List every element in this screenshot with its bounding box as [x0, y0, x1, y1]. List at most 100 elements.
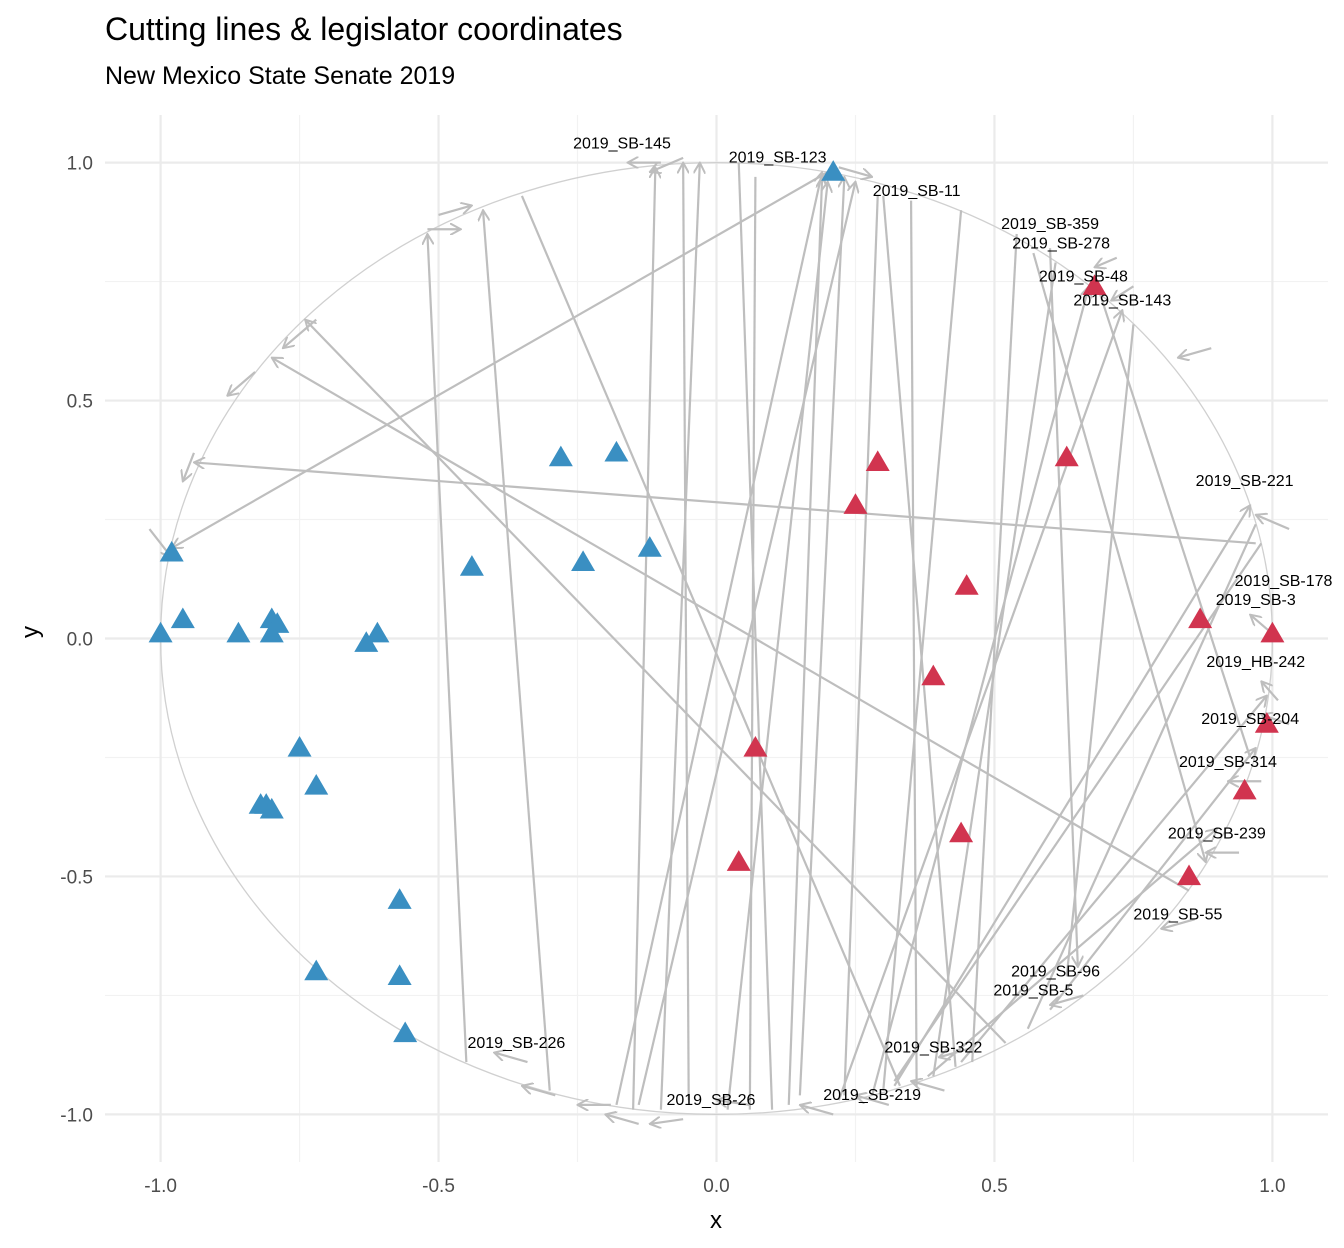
vote-label: 2019_SB-178	[1235, 573, 1333, 590]
legislator-point	[387, 888, 412, 909]
cutting-line	[427, 234, 468, 1063]
cutting-line	[1032, 252, 1205, 862]
legislator-point	[148, 621, 173, 643]
vote-label: 2019_SB-143	[1073, 292, 1171, 309]
cutting-line-arrow	[1256, 515, 1290, 531]
y-tick-label: 0.5	[67, 392, 93, 413]
legislator-point	[821, 160, 846, 181]
vote-label: 2019_SB-322	[884, 1040, 982, 1057]
legislator-point	[304, 959, 329, 981]
cutting-line	[909, 200, 918, 1086]
vote-label: 2019_SB-96	[1011, 963, 1100, 980]
vote-label: 2019_SB-239	[1168, 825, 1266, 842]
cutting-line	[871, 286, 1089, 1096]
cutting-line-arrow	[494, 1053, 528, 1064]
cutting-line	[927, 829, 1217, 1078]
cutting-line	[520, 195, 901, 1087]
cutting-line	[1049, 748, 1256, 1011]
cutting-line-arrow	[522, 1086, 556, 1097]
cutting-line-arrow	[227, 371, 256, 396]
cutting-line	[194, 462, 1256, 545]
cutting-line-arrow	[800, 1105, 834, 1116]
x-tick-label: -0.5	[422, 1176, 455, 1197]
y-tick-labels: -1.0 -0.5 0.0 0.5 1.0	[60, 154, 93, 1127]
cutting-line	[971, 233, 1018, 1063]
legislator-point	[304, 774, 329, 795]
cutting-line-arrow	[911, 1081, 945, 1092]
cutting-line	[726, 182, 828, 1110]
cutting-line-arrow	[838, 166, 872, 177]
cutting-line	[615, 172, 822, 1106]
cutting-line-arrow	[1095, 256, 1118, 268]
cutting-line	[637, 182, 856, 1106]
vote-label: 2019_SB-219	[823, 1087, 921, 1104]
legislator-point	[637, 536, 662, 557]
vote-label: 2019_SB-11	[873, 183, 961, 200]
cutting-line-arrow	[283, 318, 317, 349]
legislator-point	[226, 621, 251, 643]
cutting-line-arrow	[1178, 347, 1212, 358]
cutting-line	[1048, 248, 1078, 967]
chart-subtitle: New Mexico State Senate 2019	[105, 62, 455, 90]
cutting-line	[632, 167, 655, 1110]
x-axis-title: x	[710, 1207, 722, 1234]
cutting-line	[748, 176, 757, 1110]
cutting-line-arrow	[605, 1114, 639, 1125]
legislator-point	[170, 607, 195, 629]
legislator-point	[571, 550, 596, 571]
legislator-points-layer	[148, 160, 1285, 1043]
cutting-line	[659, 163, 700, 1110]
vote-label: 2019_SB-221	[1196, 473, 1294, 490]
legislator-point	[843, 493, 868, 514]
legislator-point	[548, 445, 573, 467]
legislator-point	[726, 850, 751, 871]
cutting-line-arrow	[438, 205, 472, 216]
cutting-line-arrow	[855, 1095, 890, 1106]
vote-label: 2019_SB-5	[993, 982, 1073, 999]
legislator-point	[259, 621, 284, 643]
y-axis-title: y	[17, 626, 44, 638]
cutting-line	[893, 505, 1250, 1087]
cutting-line	[843, 195, 879, 1096]
legislator-point	[393, 1021, 418, 1043]
legislator-point	[1254, 712, 1279, 733]
vote-label: 2019_SB-3	[1216, 592, 1296, 609]
vote-label: 2019_SB-145	[573, 135, 671, 152]
legislator-point	[1082, 274, 1107, 295]
vote-label: 2019_SB-48	[1039, 269, 1128, 286]
legislator-point	[1054, 445, 1079, 467]
legislator-point	[287, 735, 312, 757]
cutting-line	[483, 210, 551, 1091]
cutting-line	[1065, 324, 1135, 977]
cutting-line-arrow	[650, 156, 684, 172]
legislator-point	[604, 440, 629, 462]
cutting-line	[305, 320, 1007, 1044]
y-tick-label: -0.5	[60, 867, 93, 888]
vote-label: 2019_SB-278	[1012, 235, 1110, 252]
cutting-line-arrow	[717, 1100, 751, 1105]
cutting-line	[787, 177, 822, 1105]
legislator-point	[259, 797, 284, 819]
x-tick-label: 1.0	[1259, 1176, 1285, 1197]
legislator-point	[365, 621, 390, 643]
cutting-line-arrow	[650, 1119, 684, 1124]
vote-label: 2019_SB-123	[729, 150, 827, 167]
cutting-line	[737, 162, 774, 1110]
cutting-line	[1093, 276, 1252, 758]
cutting-line	[882, 195, 957, 1067]
legislator-point	[743, 735, 768, 757]
vote-label: 2019_SB-314	[1179, 754, 1277, 771]
legislator-point	[1177, 864, 1202, 886]
legislator-point	[921, 664, 946, 686]
vote-label: 2019_SB-26	[666, 1092, 755, 1109]
y-tick-label: -1.0	[60, 1105, 93, 1126]
vote-label: 2019_SB-359	[1001, 216, 1099, 233]
legislator-point	[1188, 607, 1213, 629]
cutting-line-arrow	[1050, 994, 1084, 1005]
chart-title: Cutting lines & legislator coordinates	[105, 11, 623, 47]
legislator-point	[159, 540, 184, 562]
cutting-line-arrow	[183, 452, 195, 482]
cutting-line-arrow	[1111, 285, 1135, 300]
cutting-line	[798, 177, 844, 1096]
